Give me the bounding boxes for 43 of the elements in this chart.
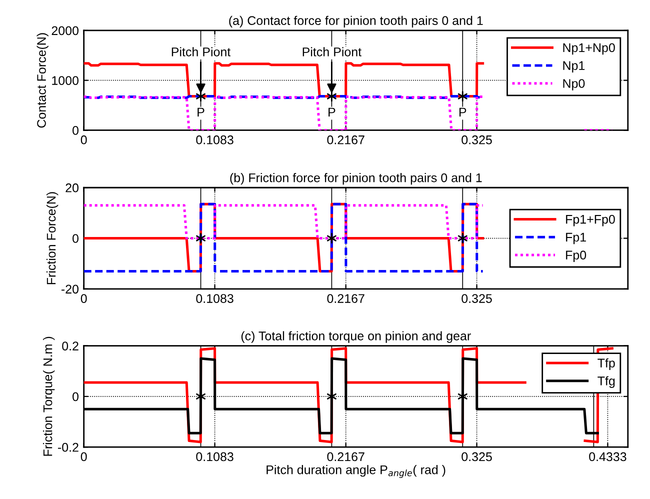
y-tick-label: 0.2 [62,342,78,350]
y-tick-label: -0.2 [58,442,78,452]
chart-title: (a) Contact force for pinion tooth pairs 0 and 1 [229,16,483,28]
x-tick-label: 0.2167 [327,135,364,144]
x-tick-label: 0 [80,294,87,303]
legend-label: Np0 [563,79,585,90]
x-tick-label: 0.4333 [589,452,626,462]
y-axis-title: Contact Force(N) [36,33,48,128]
x-tick-label: 0.325 [462,135,492,144]
legend-label: Tfp [598,358,615,370]
x-tick-label: 0.1083 [196,135,234,144]
x-tick-label: 0.1083 [196,294,234,303]
legend-label: Tfg [598,376,615,388]
y-tick-label: -20 [61,284,78,294]
x-tick-label: 0 [80,452,87,462]
annotation: P [328,108,336,116]
y-tick-label: 0 [72,126,78,135]
x-tick-label: 0.325 [462,452,492,462]
legend-label: Fp1+Fp0 [566,214,615,226]
line-series [84,62,484,98]
x-tick-label: 0.2167 [327,452,364,462]
x-axis-title: Pitch duration angle P$_{angle}$( rad ) [266,465,446,478]
x-tick-label: 0.2167 [327,294,364,303]
legend-label: Np1+Np0 [563,43,615,55]
annotation: Pitch Piont [302,47,362,56]
annotation: Pitch Piont [172,47,231,56]
legend-label: Fp0 [566,250,586,262]
x-tick-label: 0 [80,135,87,144]
legend-label: Fp1 [566,232,586,244]
y-tick-label: 2000 [52,26,79,36]
legend-label: Np1 [563,61,585,72]
chart-title: (c) Total friction torque on pinion and gear [241,331,471,343]
y-tick-label: 0 [72,234,78,243]
y-tick-label: 1000 [52,76,79,85]
y-axis-title: Friction Torque( N.m ) [43,336,55,456]
y-tick-label: 0 [72,392,78,402]
y-axis-title: Friction Force(N) [46,192,58,284]
annotation: P [459,108,466,116]
chart-title: (b) Friction force for pinion tooth pairs 0 and 1 [230,173,482,185]
y-tick-label: 20 [66,183,78,192]
x-tick-label: 0.1083 [196,452,234,462]
x-tick-label: 0.325 [462,294,492,303]
annotation: P [198,108,204,116]
